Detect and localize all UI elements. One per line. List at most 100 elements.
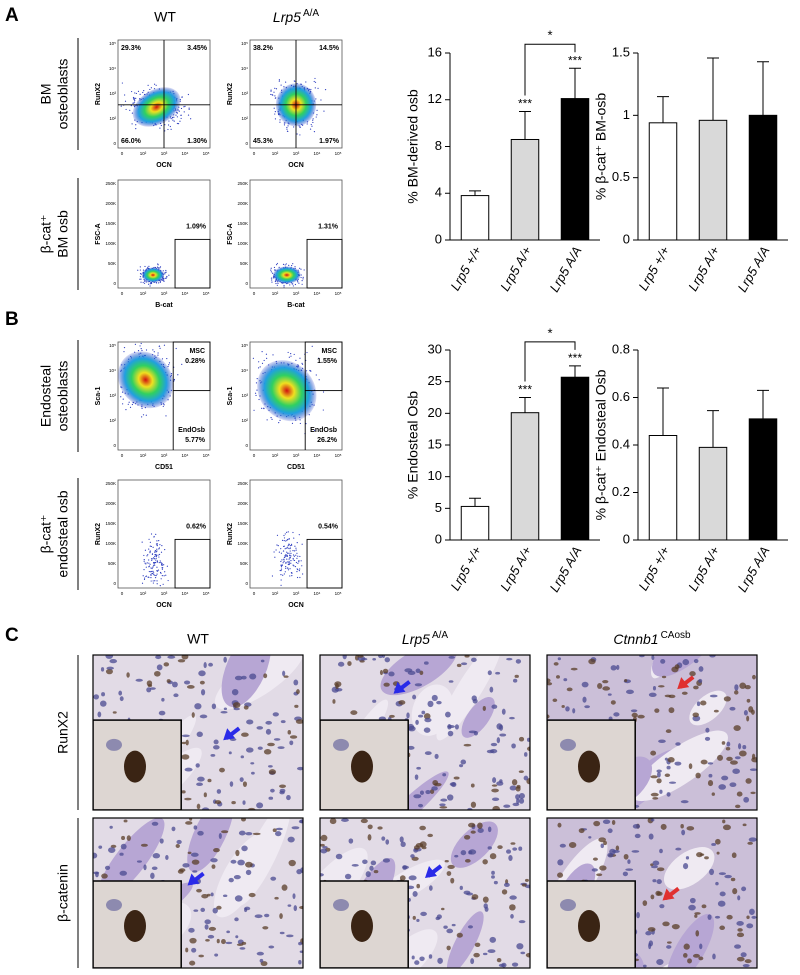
- event-dot: [142, 92, 143, 93]
- y-tick-label: 0: [245, 443, 248, 448]
- event-dot: [148, 577, 149, 578]
- cell-nucleus: [231, 801, 236, 804]
- error-bar: [519, 398, 531, 413]
- cell-nucleus: [684, 944, 690, 950]
- cell-nucleus: [560, 844, 566, 848]
- cell-nucleus: [412, 956, 415, 960]
- cell-nucleus: [420, 790, 424, 795]
- cell-nucleus: [361, 819, 368, 823]
- event-dot: [163, 278, 164, 279]
- cell-nucleus: [288, 837, 295, 843]
- event-dot: [285, 563, 286, 564]
- cell-nucleus: [204, 792, 207, 797]
- cell-nucleus: [746, 923, 753, 928]
- cell-nucleus: [273, 712, 279, 716]
- cell-nucleus: [494, 881, 498, 884]
- cell-nucleus: [214, 954, 218, 957]
- event-dot: [182, 96, 183, 97]
- event-dot: [190, 118, 191, 119]
- y-tick-label: 150K: [237, 221, 248, 226]
- cell-nucleus: [98, 846, 102, 849]
- event-dot: [263, 408, 264, 409]
- cell-nucleus: [188, 852, 192, 854]
- cell-nucleus: [643, 900, 648, 906]
- cell-nucleus: [198, 955, 204, 958]
- event-dot: [174, 121, 175, 122]
- x-tick-label: 10⁴: [314, 151, 321, 156]
- cell-nucleus: [419, 826, 426, 831]
- event-dot: [296, 571, 297, 572]
- x-tick-label: Lrp5 A/+: [497, 543, 535, 593]
- cell-nucleus: [650, 751, 656, 756]
- cell-nucleus: [712, 792, 715, 796]
- cell-nucleus: [666, 729, 672, 733]
- cell-nucleus: [106, 667, 113, 670]
- gate-percentage: 5.77%: [185, 437, 206, 444]
- cell-nucleus: [268, 765, 273, 767]
- event-dot: [164, 272, 165, 273]
- cell-nucleus: [657, 867, 664, 871]
- cell-nucleus: [597, 683, 602, 689]
- cell-nucleus: [221, 939, 226, 944]
- event-dot: [157, 267, 158, 268]
- cell-nucleus: [739, 751, 747, 757]
- event-dot: [159, 267, 160, 268]
- event-dot: [297, 556, 298, 557]
- cell-nucleus: [241, 732, 249, 736]
- cell-nucleus: [209, 927, 216, 931]
- allele: CAosb: [661, 630, 691, 641]
- cell-nucleus: [187, 685, 195, 689]
- y-tick-label: 25: [428, 373, 442, 388]
- event-dot: [153, 562, 154, 563]
- y-tick-label: 10³: [241, 393, 248, 398]
- cell-nucleus: [293, 680, 298, 686]
- event-dot: [125, 409, 126, 410]
- event-dot: [286, 552, 287, 553]
- x-tick-label: Lrp5 A/A: [735, 244, 773, 295]
- event-dot: [141, 416, 142, 417]
- event-dot: [316, 114, 317, 115]
- cell-nucleus: [510, 914, 514, 919]
- cell-nucleus: [244, 908, 247, 912]
- event-dot: [153, 565, 154, 566]
- cell-nucleus: [651, 819, 655, 822]
- cell-nucleus: [659, 849, 663, 854]
- event-dot: [306, 352, 307, 353]
- x-tick-label: Lrp5 +/+: [447, 243, 484, 293]
- cell-nucleus: [603, 820, 610, 825]
- x-tick-label: 10³: [161, 453, 168, 458]
- cell-nucleus: [454, 776, 460, 779]
- x-tick-label: Lrp5 A/+: [685, 243, 723, 293]
- x-tick-label: 10²: [140, 291, 147, 296]
- x-tick-label: 10⁴: [314, 291, 321, 296]
- event-dot: [310, 128, 311, 129]
- cell-nucleus: [737, 895, 740, 900]
- event-dot: [311, 126, 312, 127]
- cell-nucleus: [633, 824, 640, 829]
- cell-nucleus: [413, 916, 416, 920]
- cell-nucleus: [490, 749, 497, 753]
- event-dot: [134, 101, 135, 102]
- event-dot: [311, 124, 312, 125]
- cell-nucleus: [200, 681, 205, 685]
- gate-percentage: 1.55%: [317, 358, 338, 365]
- flow-plot-frame: [250, 480, 342, 588]
- event-dot: [164, 404, 165, 405]
- event-dot: [149, 571, 150, 572]
- row-label: β-catenin: [55, 864, 71, 922]
- event-dot: [279, 552, 280, 553]
- y-tick-label: 0: [113, 141, 116, 146]
- cell-nucleus: [321, 835, 328, 841]
- cell-nucleus: [371, 861, 377, 866]
- event-dot: [155, 559, 156, 560]
- event-dot: [157, 543, 158, 544]
- cell-nucleus: [413, 794, 421, 798]
- cell-nucleus: [336, 854, 343, 860]
- event-dot: [307, 123, 308, 124]
- cell-nucleus: [655, 891, 660, 896]
- cell-nucleus: [121, 844, 127, 850]
- inset-cell: [106, 899, 122, 911]
- event-dot: [177, 123, 178, 124]
- cell-nucleus: [294, 705, 298, 708]
- event-dot: [163, 406, 164, 407]
